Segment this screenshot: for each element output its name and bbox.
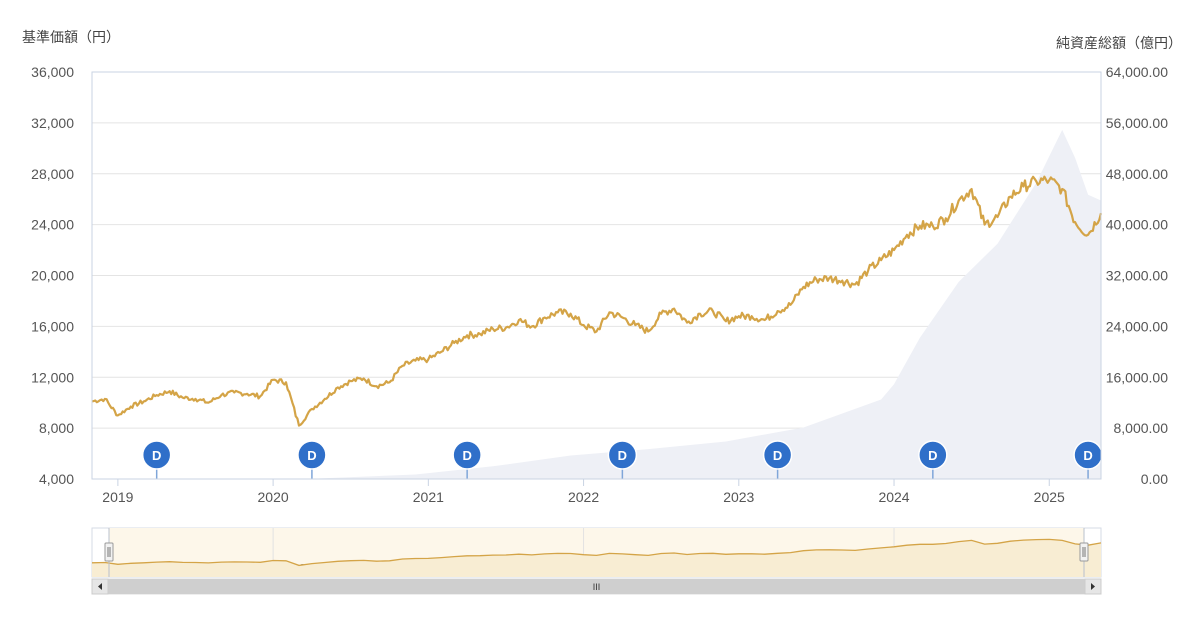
- dividend-marker[interactable]: D: [1073, 440, 1103, 479]
- dividend-marker-circle: [918, 440, 948, 470]
- dividend-marker[interactable]: D: [452, 440, 482, 479]
- y-left-tick-label: 12,000: [31, 369, 74, 385]
- x-tick-label: 2025: [1034, 489, 1065, 505]
- dividend-marker[interactable]: D: [918, 440, 948, 479]
- dividend-marker-label: D: [928, 448, 937, 463]
- y-left-tick-label: 28,000: [31, 166, 74, 182]
- y-right-tick-label: 0.00: [1141, 471, 1168, 487]
- dividend-marker-circle: [607, 440, 638, 470]
- dividend-marker-circle: [141, 440, 172, 470]
- dividend-marker-circle: [1073, 440, 1103, 470]
- y-right-tick-label: 40,000.00: [1106, 217, 1168, 233]
- arrow-right-icon: [1091, 583, 1095, 590]
- dividend-marker[interactable]: D: [607, 440, 638, 479]
- dividend-marker[interactable]: D: [762, 440, 793, 479]
- x-tick-label: 2023: [723, 489, 754, 505]
- x-tick-label: 2024: [878, 489, 909, 505]
- dividend-marker[interactable]: D: [141, 440, 172, 479]
- scrollbar-grip: III: [593, 582, 601, 592]
- y-right-tick-label: 16,000.00: [1106, 369, 1168, 385]
- y-left-tick-label: 36,000: [31, 64, 74, 80]
- y-left-tick-label: 20,000: [31, 268, 74, 284]
- y-axis-right-title: 純資産総額（億円）: [1056, 35, 1182, 51]
- scrollbar-left-button[interactable]: [91, 578, 109, 595]
- x-tick-label: 2021: [413, 489, 444, 505]
- navigator[interactable]: 202020222024III: [91, 527, 1102, 595]
- scrollbar[interactable]: III: [91, 578, 1102, 595]
- dividend-marker-label: D: [462, 448, 471, 463]
- dividend-marker-circle: [297, 440, 327, 470]
- y-left-tick-label: 8,000: [39, 420, 74, 436]
- dividend-marker-circle: [762, 440, 793, 470]
- y-left-tick-label: 4,000: [39, 471, 74, 487]
- y-right-tick-label: 64,000.00: [1106, 64, 1168, 80]
- series-price: [91, 175, 1103, 427]
- series-net-assets: [92, 129, 1101, 479]
- x-tick-label: 2020: [258, 489, 289, 505]
- scrollbar-right-button[interactable]: [1084, 578, 1102, 595]
- plot-border: [91, 71, 1102, 480]
- y-axis-left-title: 基準価額（円）: [22, 29, 120, 45]
- dividend-marker-label: D: [152, 448, 161, 463]
- dividend-marker-label: D: [307, 448, 316, 463]
- dividend-marker[interactable]: D: [297, 440, 327, 479]
- x-tick-label: 2022: [568, 489, 599, 505]
- dividend-marker-label: D: [618, 448, 627, 463]
- navigator-handle-grip: [104, 542, 114, 562]
- y-right-tick-label: 24,000.00: [1106, 318, 1168, 334]
- dividend-marker-label: D: [773, 448, 782, 463]
- y-axis-right: 0.00 8,000.00 16,000.00 24,000.00 32,000.00 4…: [1106, 64, 1169, 487]
- y-right-tick-label: 32,000.00: [1106, 268, 1168, 284]
- arrow-left-icon: [98, 583, 102, 590]
- y-left-tick-label: 24,000: [31, 217, 74, 233]
- navigator-left-handle[interactable]: [104, 528, 114, 577]
- y-right-tick-label: 8,000.00: [1114, 420, 1169, 436]
- y-axis-left: 4,000 8,000 12,000 16,000 20,000 24,000 28,000…: [31, 64, 74, 487]
- y-left-tick-label: 32,000: [31, 115, 74, 131]
- scrollbar-thumb: [108, 579, 1085, 594]
- x-axis: 2019 2020 2021 2022 2023 2024 2025: [102, 479, 1065, 505]
- dividend-marker-label: D: [1083, 448, 1092, 463]
- navigator-area: [92, 539, 1101, 577]
- navigator-line: [91, 538, 1102, 567]
- navigator-right-handle[interactable]: [1079, 528, 1089, 577]
- x-tick-label: 2019: [102, 489, 133, 505]
- y-right-tick-label: 56,000.00: [1106, 115, 1168, 131]
- dividend-marker-circle: [452, 440, 482, 470]
- navigator-handle-grip: [1079, 542, 1089, 562]
- y-right-tick-label: 48,000.00: [1106, 166, 1168, 182]
- y-left-tick-label: 16,000: [31, 318, 74, 334]
